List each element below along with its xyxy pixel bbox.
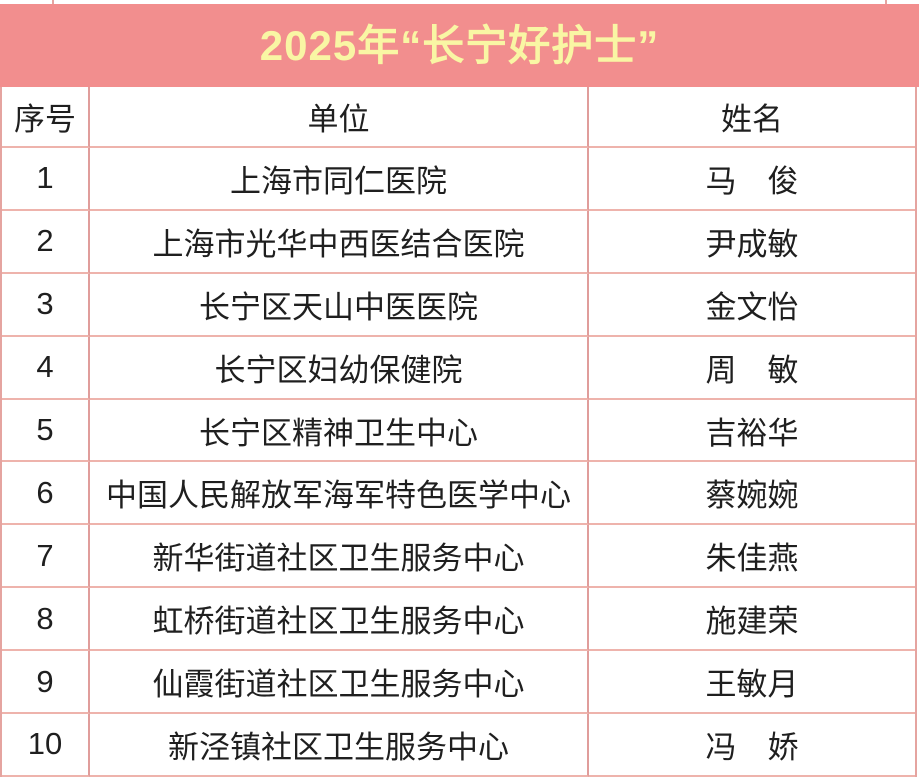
cell-unit: 上海市光华中西医结合医院 xyxy=(90,210,589,274)
header-no: 序号 xyxy=(2,87,90,148)
grid-tick xyxy=(885,0,887,4)
cell-unit: 新泾镇社区卫生服务中心 xyxy=(90,714,589,777)
cell-unit: 长宁区精神卫生中心 xyxy=(90,399,589,463)
cell-no: 10 xyxy=(2,714,90,777)
cell-name: 周 敏 xyxy=(589,337,915,400)
cell-name: 冯 娇 xyxy=(589,714,915,777)
cell-no: 7 xyxy=(2,525,90,589)
cell-unit: 上海市同仁医院 xyxy=(90,148,589,211)
cell-name: 吉裕华 xyxy=(589,400,915,463)
cell-name: 蔡婉婉 xyxy=(589,462,915,526)
cell-unit: 虹桥街道社区卫生服务中心 xyxy=(90,588,589,652)
cell-no: 1 xyxy=(2,148,90,211)
cell-no: 9 xyxy=(2,651,90,715)
cell-name: 尹成敏 xyxy=(589,211,915,274)
cell-name: 朱佳燕 xyxy=(589,525,915,589)
header-name: 姓名 xyxy=(589,87,915,148)
cell-no: 3 xyxy=(2,273,90,337)
cell-no: 4 xyxy=(2,336,90,400)
cell-name: 施建荣 xyxy=(589,588,915,652)
cell-no: 2 xyxy=(2,210,90,274)
cell-name: 王敏月 xyxy=(589,651,915,715)
cell-no: 6 xyxy=(2,462,90,526)
top-crop-strip xyxy=(0,0,919,4)
cell-unit: 中国人民解放军海军特色医学中心 xyxy=(90,462,589,526)
header-unit: 单位 xyxy=(90,87,589,148)
page-title: 2025年“长宁好护士” xyxy=(259,21,660,69)
table-title-banner: 2025年“长宁好护士” xyxy=(0,4,919,87)
cell-no: 5 xyxy=(2,399,90,463)
cell-no: 8 xyxy=(2,588,90,652)
nurse-award-table: 序号 单位 姓名 1 上海市同仁医院 马 俊 2 上海市光华中西医结合医院 尹成… xyxy=(0,87,917,777)
cell-unit: 长宁区妇幼保健院 xyxy=(90,336,589,400)
cell-name: 金文怡 xyxy=(589,274,915,337)
cell-unit: 新华街道社区卫生服务中心 xyxy=(90,525,589,589)
cell-unit: 长宁区天山中医医院 xyxy=(90,273,589,337)
cell-unit: 仙霞街道社区卫生服务中心 xyxy=(90,651,589,715)
grid-tick xyxy=(52,0,54,4)
cell-name: 马 俊 xyxy=(589,148,915,211)
